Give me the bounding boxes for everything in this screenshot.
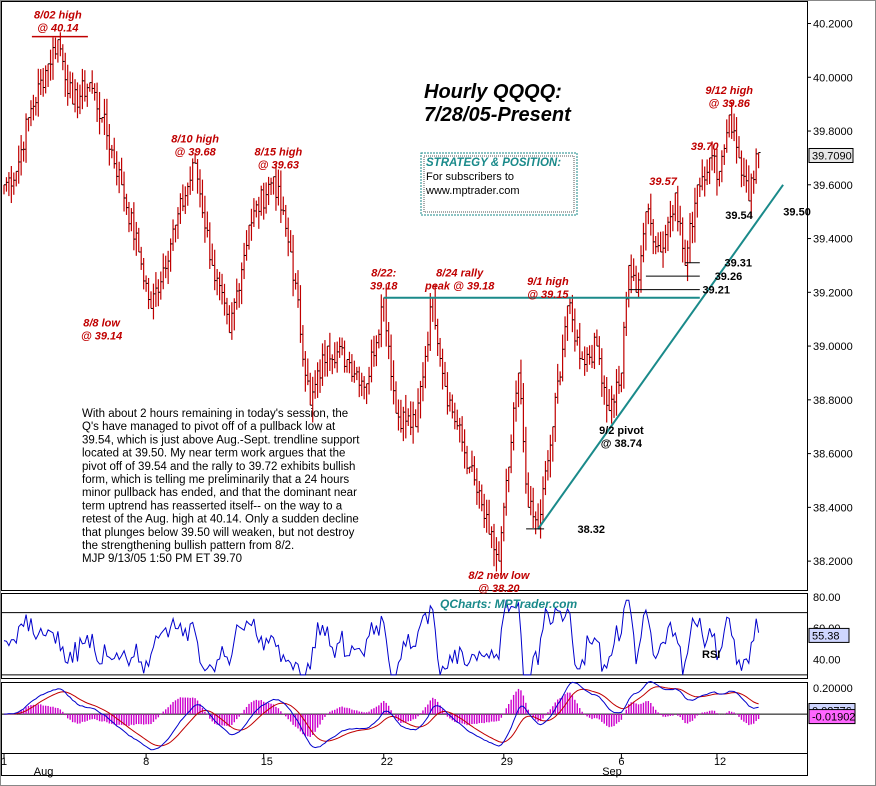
- annotation-label: @ 40.14: [37, 23, 78, 35]
- price-tick-label: 40.0000: [813, 72, 853, 84]
- rsi-panel: [1, 593, 808, 679]
- annotation-label: 39.21: [702, 285, 730, 297]
- annotation-label: 8/2 new low: [468, 570, 531, 582]
- annotation-label: 8/02 high: [34, 10, 82, 22]
- price-tick-label: 39.2000: [813, 287, 853, 299]
- qcharts-brand: QCharts: MPTrader.com: [440, 597, 577, 611]
- commentary-line: term uptrend has reasserted itself-- on …: [82, 500, 343, 512]
- x-tick-label: 1: [1, 756, 7, 768]
- rsi-line: [3, 599, 760, 676]
- annotation-label: @ 39.68: [174, 146, 216, 158]
- annotation-label: 8/8 low: [83, 317, 121, 329]
- price-tick-label: 38.6000: [813, 449, 853, 461]
- commentary-line: located at 39.50. My near term work argu…: [82, 448, 345, 460]
- rsi-last-label: 55.38: [812, 630, 840, 642]
- x-month-label: Sep: [602, 766, 622, 778]
- price-tick-label: 39.4000: [813, 234, 853, 246]
- annotation-label: 9/1 high: [527, 276, 569, 288]
- price-tick-label: 39.8000: [813, 126, 853, 138]
- price-bars: [3, 32, 761, 576]
- price-tick-label: 38.8000: [813, 395, 853, 407]
- macd-signal-last-box: [808, 709, 856, 725]
- chart-title-line-1: Hourly QQQQ:: [424, 81, 562, 103]
- annotation-label: 39.54: [725, 210, 753, 222]
- strategy-box: STRATEGY & POSITION: For subscribers to …: [420, 152, 578, 216]
- annotation-label: @ 39.14: [81, 330, 122, 342]
- annotation-label: 9/2 pivot: [599, 425, 644, 437]
- strategy-line-2: www.mptrader.com: [425, 185, 520, 197]
- x-tick-label: 15: [261, 756, 273, 768]
- price-tick-label: 38.4000: [813, 502, 853, 514]
- price-tick-label: 39.6000: [813, 180, 853, 192]
- annotation-label: 39.57: [649, 176, 677, 188]
- annotation-label: 8/24 rally: [436, 268, 484, 280]
- x-tick-label: 12: [714, 756, 726, 768]
- x-tick-label: 8: [143, 756, 149, 768]
- uptrend-line: [537, 184, 784, 530]
- commentary-line: form, which is telling me preliminarily …: [82, 474, 349, 486]
- macd-signal-line: [4, 686, 759, 747]
- x-tick-label: 29: [501, 756, 513, 768]
- commentary-line: the strengthening bullish pattern from 8…: [82, 540, 294, 552]
- price-overlays: [383, 184, 784, 530]
- x-axis: 1 8 15 22 29 6 12 Aug Sep: [1, 754, 726, 778]
- rsi-tick-label: 40.00: [813, 654, 841, 666]
- annotation-label: 39.50: [783, 207, 811, 219]
- commentary-line: 39.54, which is just above Aug.-Sept. tr…: [82, 434, 360, 446]
- x-axis-panel: [1, 753, 808, 776]
- annotation-label: 8/10 high: [171, 133, 219, 145]
- annotation-label: 8/22:: [371, 268, 396, 280]
- macd-line: [3, 680, 759, 751]
- price-tick-label: 39.0000: [813, 341, 853, 353]
- commentary-line: MJP 9/13/05 1:50 PM ET 39.70: [82, 553, 242, 565]
- annotation-label: 9/12 high: [705, 85, 753, 97]
- annotation-label: @ 39.15: [527, 289, 569, 301]
- commentary-line: retest of the Aug. high at 40.14. Only a…: [82, 514, 359, 526]
- annotations: 8/02 high@ 40.14 8/10 high@ 39.68 8/15 hig…: [31, 10, 811, 595]
- price-panel: [1, 1, 808, 591]
- rsi-last-box: [808, 627, 850, 643]
- price-y-axis: 40.2000 40.0000 39.8000 39.6000 39.4000 39.20…: [807, 19, 854, 568]
- chart-title-line-2: 7/28/05-Present: [424, 104, 572, 126]
- strategy-line-1: For subscribers to: [426, 171, 514, 183]
- x-tick-label: 22: [381, 756, 393, 768]
- x-month-label: Aug: [34, 766, 54, 778]
- annotation-label: 39.18: [370, 281, 398, 293]
- annotation-label: 39.26: [715, 271, 743, 283]
- rsi-tick-label: 80.00: [813, 592, 841, 604]
- price-tick-label: 40.2000: [813, 19, 853, 31]
- annotation-label: @ 39.86: [709, 98, 751, 110]
- commentary-text: With about 2 hours remaining in today's …: [82, 408, 360, 565]
- annotation-label: 8/15 high: [255, 147, 303, 159]
- commentary-line: Q's have managed to pivot off of a pullb…: [82, 421, 336, 433]
- price-tick-label: 38.2000: [813, 556, 853, 568]
- commentary-line: minor pullback has ended, and that the d…: [82, 487, 357, 499]
- macd-signal-last-label: -0.01902: [812, 712, 855, 724]
- annotation-label: peak @ 39.18: [424, 281, 495, 293]
- annotation-label: 38.32: [578, 524, 606, 536]
- commentary-line: that plunges below 39.50 will weaken, bu…: [82, 527, 355, 539]
- x-tick-label: 6: [618, 756, 624, 768]
- annotation-label: 39.31: [725, 258, 753, 270]
- strategy-heading: STRATEGY & POSITION:: [426, 157, 561, 169]
- macd-layer: 0.200000.02776-0.01902: [2, 680, 856, 751]
- last-price-box: [808, 147, 854, 163]
- annotation-label: @ 38.20: [478, 583, 520, 595]
- commentary-line: pivot off of 39.54 and the rally to 39.7…: [82, 461, 355, 473]
- rsi-label: RSI: [702, 649, 720, 661]
- macd-tick-label: 0.20000: [813, 683, 853, 695]
- annotation-label: @ 39.63: [258, 160, 299, 172]
- last-price-label: 39.7090: [812, 150, 852, 162]
- commentary-line: With about 2 hours remaining in today's …: [82, 408, 348, 420]
- annotation-label: @ 38.74: [601, 438, 643, 450]
- annotation-label: 39.70: [691, 141, 719, 153]
